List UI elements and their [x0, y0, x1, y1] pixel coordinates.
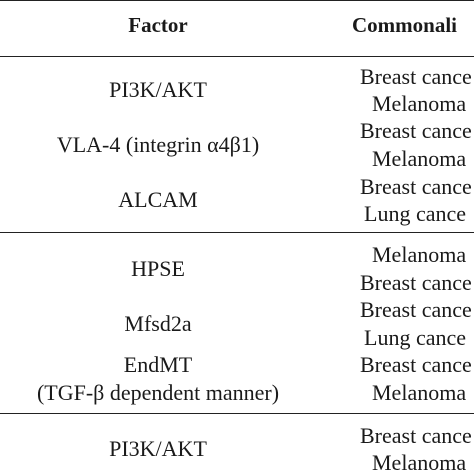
section-rule	[0, 413, 474, 414]
commonality-cell: Melanoma	[372, 450, 467, 475]
commonality-cell: Breast cance	[360, 174, 472, 199]
commonality-cell: Lung cance	[364, 325, 466, 350]
factor-cell: Mfsd2a	[124, 311, 192, 336]
factor-cell-line2: (TGF-β dependent manner)	[36, 380, 280, 405]
factor-cell: PI3K/AKT	[109, 77, 207, 102]
commonality-cell: Melanoma	[372, 146, 467, 171]
header-commonality: Commonali	[352, 13, 457, 37]
commonality-cell: Breast cance	[360, 270, 472, 295]
header-factor: Factor	[128, 13, 188, 37]
commonality-cell: Melanoma	[372, 242, 467, 267]
commonality-cell: Breast cance	[360, 352, 472, 377]
commonality-cell: Breast cance	[360, 297, 472, 322]
factor-cell: ALCAM	[118, 187, 198, 212]
factor-cell: HPSE	[131, 256, 185, 281]
commonality-cell: Lung cance	[364, 201, 466, 226]
commonality-cell: Breast cance	[360, 64, 472, 89]
section-rule	[0, 232, 474, 233]
header-rule	[0, 56, 474, 57]
commonality-cell: Melanoma	[372, 91, 467, 116]
factor-cell: EndMT	[123, 352, 193, 377]
top-rule	[0, 0, 474, 1]
factor-cell: PI3K/AKT	[109, 436, 207, 461]
commonality-cell: Breast cance	[360, 423, 472, 448]
factor-cell: VLA-4 (integrin α4β1)	[56, 132, 260, 157]
commonality-cell: Breast cance	[360, 118, 472, 143]
commonality-cell: Melanoma	[372, 380, 467, 405]
